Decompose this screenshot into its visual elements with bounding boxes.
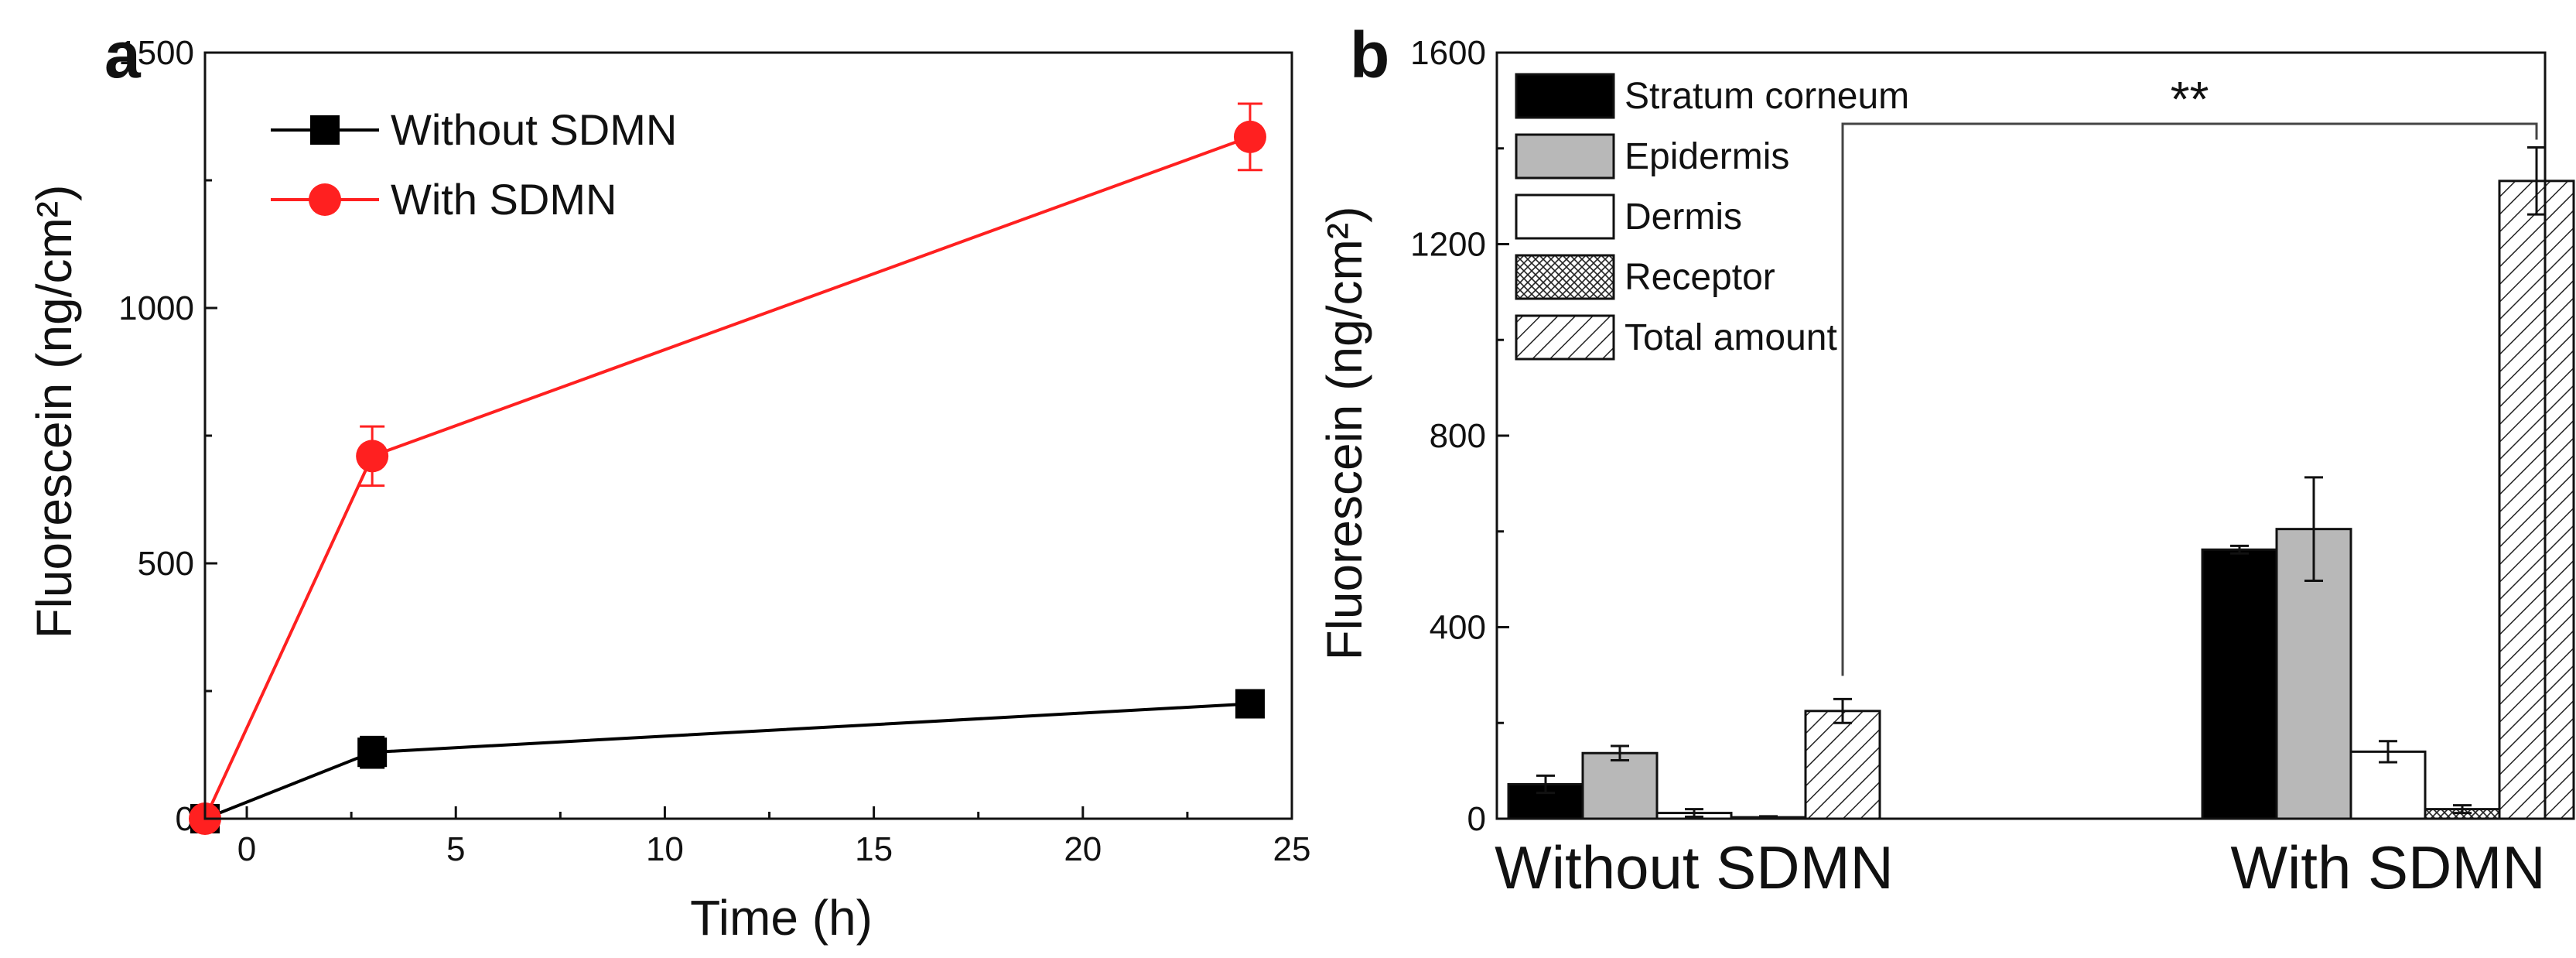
category-label: Without SDMN [1495,833,1894,902]
bar-total-amount [1804,710,1881,820]
legend-label: With SDMN [391,175,617,224]
x-tick-label: 0 [237,830,256,868]
data-point [1235,689,1265,719]
significance-marker: ** [2171,71,2209,127]
panel-a-x-axis-label: Time (h) [690,890,873,946]
legend-label: Epidermis [1625,136,1789,177]
x-tick-label: 20 [1064,830,1102,868]
x-tick-label: 15 [855,830,893,868]
bar-stratum-corneum [2201,548,2278,820]
legend-label: Without SDMN [391,105,677,154]
y-tick-label: 400 [1430,609,1486,647]
bar-total-amount [2498,180,2575,820]
x-tick-label: 5 [446,830,465,868]
panel-a-y-axis-label: Fluorescein (ng/cm²) [26,185,82,639]
x-tick-label: 25 [1273,830,1311,868]
panel-b-bar-chart: b Fluorescein (ng/cm²) 0 400 800 1200 1600 Wi… [1317,19,2575,902]
legend-label: Stratum corneum [1625,76,1909,117]
legend-marker [310,115,340,145]
bar-epidermis [1581,751,1659,820]
legend-swatch [1515,133,1615,180]
y-tick-label: 0 [1467,800,1486,838]
panel-b-label: b [1350,19,1389,91]
y-tick-label: 800 [1430,417,1486,455]
panel-b-ticks: 0 400 800 1200 1600 Without SDMN With SDMN [1410,34,2546,902]
legend-swatch [1515,73,1615,119]
y-tick-label: 500 [138,545,194,583]
category-label: With SDMN [2230,833,2545,902]
series-line-1 [203,135,1251,819]
panel-b-y-axis-label: Fluorescein (ng/cm²) [1317,207,1372,661]
panel-a-series [189,102,1266,835]
legend-swatch [1515,254,1615,300]
panel-b-legend: Stratum corneum Epidermis Dermis Receptor To… [1515,73,1909,361]
panel-a-legend: Without SDMN With SDMN [271,105,677,224]
y-tick-label: 1200 [1410,226,1486,264]
legend-label: Dermis [1625,197,1742,238]
legend-swatch [1515,314,1615,361]
panel-a-plot-frame [203,51,1293,820]
panel-b-significance: ** [1841,71,2538,676]
panel-b-bars [1507,146,2575,820]
significance-bracket [1841,122,2538,676]
panel-a-label: a [104,19,142,91]
panel-a-line-chart: a Fluorescein (ng/cm²) Time (h) 0 5 10 15 20… [26,19,1310,946]
data-point [357,737,388,768]
y-tick-label: 1500 [118,34,194,72]
data-point [1233,120,1266,153]
x-tick-label: 10 [646,830,684,868]
legend-label: Receptor [1625,257,1775,298]
y-tick-label: 1000 [118,289,194,327]
legend-marker [309,183,341,216]
y-tick-label: 1600 [1410,34,1486,72]
data-point [356,440,389,473]
panel-b-plot-frame [1495,51,2547,820]
legend-swatch [1515,193,1615,240]
legend-label: Total amount [1625,317,1837,358]
